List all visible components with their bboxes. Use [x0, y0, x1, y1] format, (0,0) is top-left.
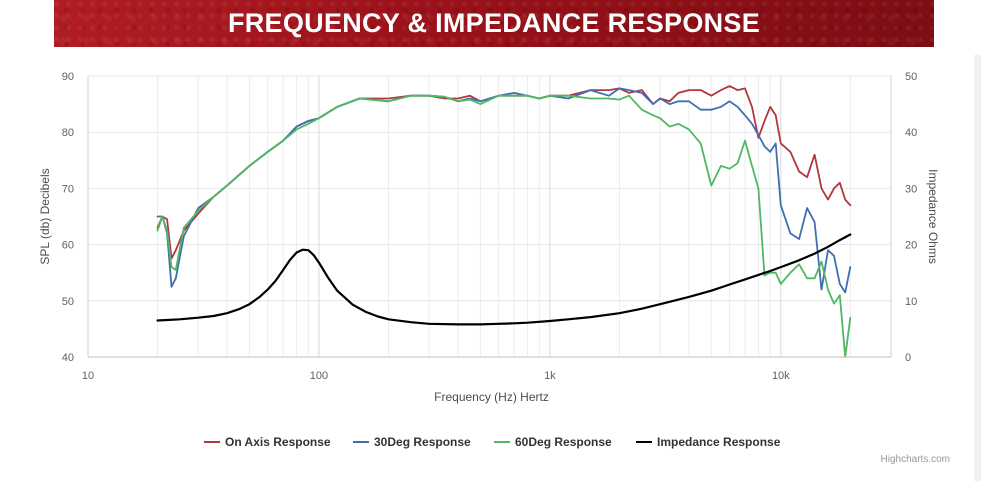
y-right-axis-title: Impedance Ohms [926, 169, 940, 264]
grid [87, 75, 892, 358]
y-left-tick-label: 50 [62, 296, 74, 308]
y-right-tick-label: 10 [905, 296, 917, 308]
y-left-tick-label: 90 [62, 71, 74, 83]
chart-title: FREQUENCY & IMPEDANCE RESPONSE [227, 8, 761, 38]
y-left-tick-label: 80 [62, 127, 74, 139]
x-tick-label: 10 [82, 370, 94, 382]
legend-item-1[interactable]: 30Deg Response [353, 435, 471, 449]
x-axis-title: Frequency (Hz) Hertz [434, 390, 549, 404]
legend: On Axis Response 30Deg Response 60Deg Resp… [204, 435, 781, 449]
series-line-3 [156, 233, 852, 326]
legend-label: On Axis Response [225, 435, 331, 449]
series-line-2 [156, 94, 852, 358]
legend-item-3[interactable]: Impedance Response [636, 435, 781, 449]
x-tick-label: 100 [310, 370, 328, 382]
y-left-tick-label: 40 [62, 352, 74, 364]
x-tick-label: 1k [544, 370, 556, 382]
y-left-tick-label: 60 [62, 240, 74, 252]
page-scrollbar[interactable] [974, 55, 981, 481]
y-right-tick-label: 50 [905, 71, 917, 83]
y-right-tick-label: 20 [905, 240, 917, 252]
header-banner: FREQUENCY & IMPEDANCE RESPONSE [54, 0, 934, 47]
legend-label: 30Deg Response [374, 435, 471, 449]
y-left-tick-label: 70 [62, 183, 74, 195]
legend-label: 60Deg Response [515, 435, 612, 449]
y-right-tick-label: 40 [905, 127, 917, 139]
series-lines [156, 85, 852, 358]
legend-label: Impedance Response [657, 435, 781, 449]
y-left-axis-title: SPL (db) Decibels [38, 168, 52, 264]
series-line-0 [156, 85, 852, 260]
highcharts-credit-link[interactable]: Highcharts.com [880, 454, 950, 465]
axes: 40 50 60 70 80 90 0 10 20 30 40 50 10 100 1k 10k Frequen… [38, 71, 940, 404]
series-line-1 [156, 87, 852, 294]
y-right-tick-label: 30 [905, 183, 917, 195]
legend-item-2[interactable]: 60Deg Response [494, 435, 612, 449]
legend-item-0[interactable]: On Axis Response [204, 435, 331, 449]
x-tick-label: 10k [772, 370, 790, 382]
y-right-tick-label: 0 [905, 352, 911, 364]
